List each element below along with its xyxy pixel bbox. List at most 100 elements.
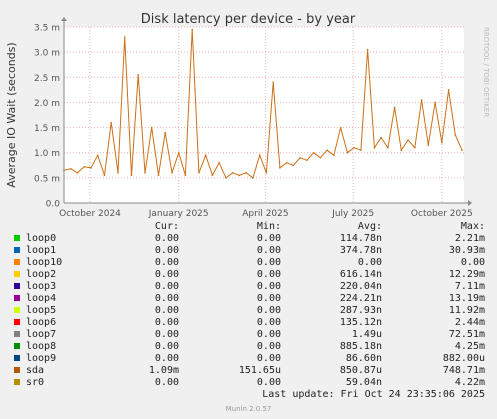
data-point — [461, 149, 463, 151]
data-point — [211, 174, 214, 177]
legend-max: 11.92m — [448, 305, 485, 316]
legend-cur: 0.00 — [154, 317, 179, 328]
legend-header-avg: Avg: — [357, 221, 382, 232]
legend-min: 0.00 — [256, 353, 281, 364]
data-point — [353, 146, 355, 149]
data-point — [177, 151, 180, 154]
data-point — [366, 48, 369, 51]
data-point — [103, 174, 106, 177]
legend-min: 0.00 — [256, 293, 281, 304]
legend-swatch — [14, 343, 20, 349]
munin-version: Munin 2.0.57 — [225, 405, 272, 413]
legend-avg: 135.12n — [339, 317, 382, 328]
legend-min: 0.00 — [256, 245, 281, 256]
legend-swatch — [14, 355, 20, 361]
legend-row-loop7: loop7 0.00 0.00 1.49u 72.51m — [0, 329, 497, 341]
legend-name: loop8 — [26, 341, 57, 352]
data-point — [434, 101, 436, 104]
legend-max: 2.21m — [454, 233, 485, 244]
data-point — [258, 154, 261, 157]
legend-header-min: Min: — [256, 221, 281, 232]
data-point — [447, 89, 450, 91]
data-point — [454, 134, 457, 136]
data-point — [265, 172, 268, 174]
legend-row-loop2: loop2 0.00 0.00 616.14n 12.29m — [0, 269, 497, 281]
legend-row-loop0: loop0 0.00 0.00 114.78n 2.21m — [0, 233, 497, 245]
data-point — [157, 174, 160, 177]
data-point — [96, 154, 99, 157]
legend-row-loop5: loop5 0.00 0.00 287.93n 11.92m — [0, 305, 497, 317]
y-tick-label: 2.0 m — [34, 99, 60, 109]
legend-row-loop9: loop9 0.00 0.00 86.60n 882.00u — [0, 353, 497, 365]
x-tick-label: July 2025 — [331, 209, 374, 219]
data-point — [299, 156, 301, 159]
last-update: Last update: Fri Oct 24 23:35:06 2025 — [262, 389, 485, 400]
data-point — [137, 73, 140, 76]
legend-cur: 0.00 — [154, 269, 179, 280]
legend-cur: 0.00 — [154, 245, 179, 256]
legend-max: 2.44m — [454, 317, 485, 328]
data-point — [407, 139, 409, 141]
legend-max: 7.11m — [454, 281, 485, 292]
data-point — [69, 168, 72, 170]
legend-name: loop0 — [26, 233, 57, 244]
data-point — [171, 172, 173, 174]
legend-row-loop1: loop1 0.00 0.00 374.78n 30.93m — [0, 245, 497, 257]
data-point — [225, 177, 227, 179]
legend-cur: 0.00 — [154, 341, 179, 352]
legend-max: 4.22m — [454, 377, 485, 388]
data-point — [387, 146, 389, 149]
data-point — [420, 99, 423, 101]
legend-cur: 1.09m — [148, 365, 179, 376]
data-point — [279, 167, 281, 169]
legend-min: 0.00 — [256, 233, 281, 244]
legend-row-loop10: loop10 0.00 0.00 0.00 0.00 — [0, 257, 497, 269]
legend-name: loop9 — [26, 353, 57, 364]
y-tick-label: 3.0 m — [34, 49, 60, 59]
data-point — [427, 144, 430, 146]
legend-name: loop3 — [26, 281, 57, 292]
data-point — [76, 172, 79, 174]
legend-min: 0.00 — [256, 329, 281, 340]
legend-avg: 850.87u — [339, 365, 382, 376]
legend-avg: 86.60n — [345, 353, 382, 364]
legend-min: 151.65u — [238, 365, 281, 376]
legend-swatch — [14, 271, 20, 277]
legend-name: loop7 — [26, 329, 57, 340]
legend-max: 12.29m — [448, 269, 485, 280]
legend-header-max: Max: — [460, 221, 485, 232]
data-point — [231, 172, 234, 174]
data-point — [312, 151, 315, 154]
legend-cur: 0.00 — [154, 257, 179, 268]
y-tick-label: 0.0 — [46, 200, 61, 210]
data-point — [319, 156, 322, 159]
x-tick-label: October 2025 — [411, 209, 473, 219]
legend-swatch — [14, 379, 20, 385]
legend-avg: 224.21n — [339, 293, 382, 304]
data-point — [333, 154, 335, 157]
y-axis-label: Average IO Wait (seconds) — [5, 42, 18, 187]
legend-swatch — [14, 331, 20, 337]
legend-cur: 0.00 — [154, 281, 179, 292]
legend-cur: 0.00 — [154, 233, 179, 244]
legend-max: 748.71m — [442, 365, 485, 376]
legend-min: 0.00 — [256, 305, 281, 316]
legend-name: loop5 — [26, 305, 57, 316]
legend-swatch — [14, 247, 20, 253]
y-tick-label: 1.0 m — [34, 149, 60, 159]
legend-swatch — [14, 283, 20, 289]
legend-max: 13.19m — [448, 293, 485, 304]
legend-min: 0.00 — [256, 281, 281, 292]
legend-row-loop4: loop4 0.00 0.00 224.21n 13.19m — [0, 293, 497, 305]
legend-swatch — [14, 259, 20, 265]
data-point — [380, 136, 382, 139]
legend-min: 0.00 — [256, 269, 281, 280]
legend-cur: 0.00 — [154, 377, 179, 388]
data-point — [441, 141, 443, 144]
data-point — [184, 174, 187, 177]
legend-max: 30.93m — [448, 245, 485, 256]
legend-max: 72.51m — [448, 329, 485, 340]
y-tick-label: 1.5 m — [34, 124, 60, 134]
